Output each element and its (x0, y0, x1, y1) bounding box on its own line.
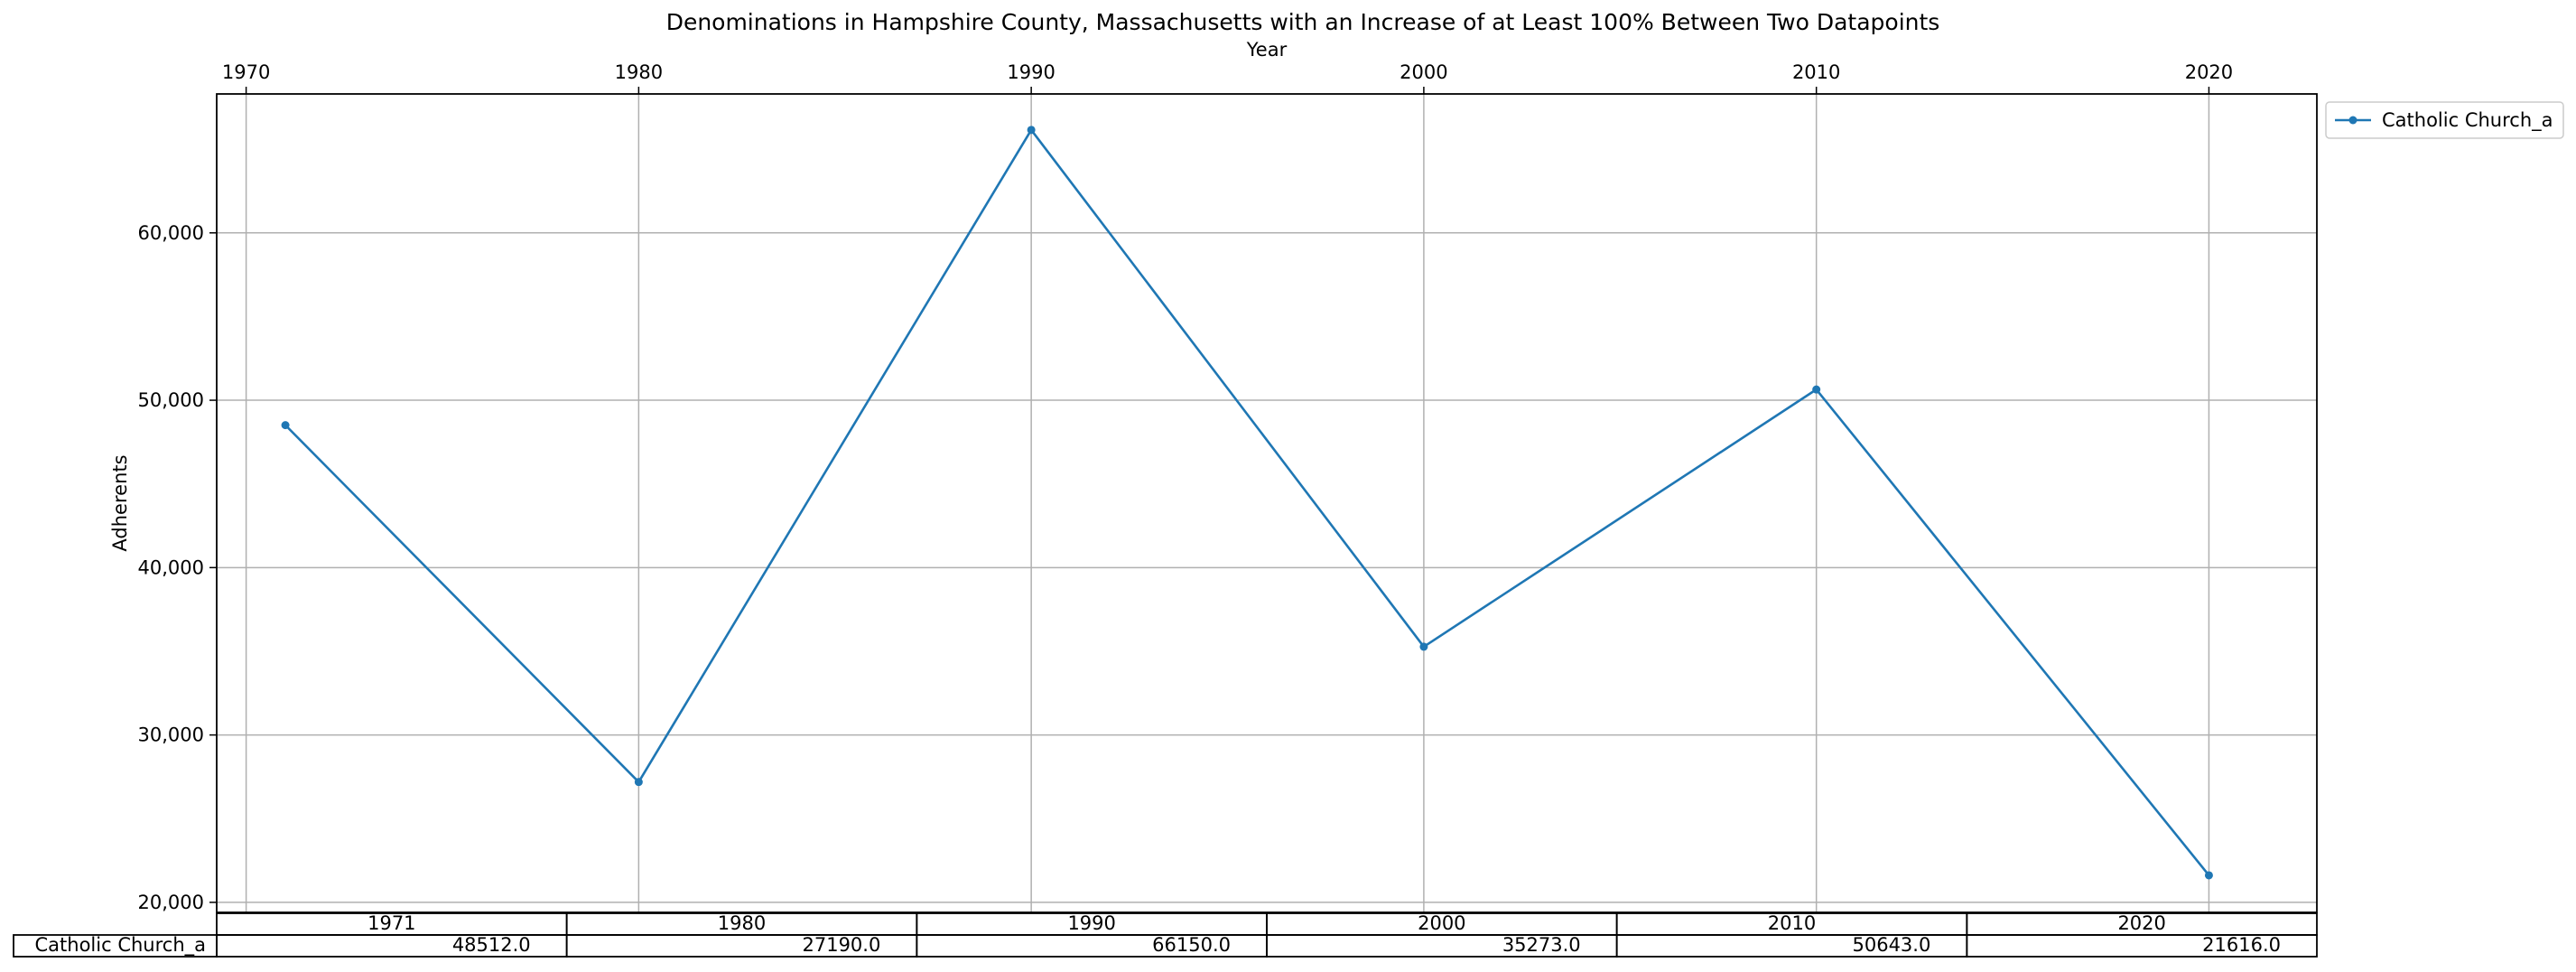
chart-title: Denominations in Hampshire County, Massa… (666, 9, 1940, 35)
legend-marker (2348, 116, 2357, 125)
table-column-header: 2000 (1418, 912, 1465, 934)
x-tick-label: 1970 (222, 61, 270, 83)
table-column-header: 2020 (2117, 912, 2165, 934)
table-cell-value: 21616.0 (2202, 934, 2281, 956)
table-cell-value: 27190.0 (802, 934, 880, 956)
table-cell (1966, 934, 2318, 958)
x-axis-title: Year (1246, 39, 1288, 61)
y-tick-label: 50,000 (138, 389, 204, 411)
series-line (284, 128, 2210, 876)
series-layer (281, 126, 2213, 880)
x-tick-label: 1990 (1007, 61, 1055, 83)
data-table: 1971 1980 1990 2000 2010 2020 Catholic Church_… (13, 912, 2318, 958)
legend: Catholic Church_a (2325, 101, 2564, 139)
legend-label: Catholic Church_a (2382, 109, 2553, 132)
data-point (1419, 642, 1428, 651)
data-point (634, 778, 643, 787)
grid (217, 94, 2317, 912)
table-row-label: Catholic Church_a (35, 934, 207, 957)
data-point (2204, 871, 2213, 880)
data-point (1812, 385, 1821, 394)
x-tick-label: 2000 (1400, 61, 1447, 83)
data-point (1027, 126, 1036, 135)
y-axis-title: Adherents (109, 454, 131, 551)
y-tick-label: 30,000 (138, 724, 204, 746)
table-cell-value: 48512.0 (452, 934, 531, 956)
y-tick-label: 60,000 (138, 222, 204, 244)
data-point (281, 421, 290, 430)
y-tick-label: 40,000 (138, 556, 204, 578)
table-cell-value: 35273.0 (1502, 934, 1581, 956)
table-cell-value: 50643.0 (1852, 934, 1930, 956)
legend-box (2325, 101, 2564, 139)
y-axis-ticks: 20,000 30,000 40,000 50,000 60,000 (138, 222, 217, 913)
table-cell-value: 66150.0 (1152, 934, 1231, 956)
table-column-header: 1971 (367, 912, 415, 934)
table-column-header: 2010 (1768, 912, 1816, 934)
x-axis-ticks: 1970 1980 1990 2000 2010 2020 (222, 61, 2233, 94)
x-tick-label: 1980 (615, 61, 663, 83)
table-column-header: 1980 (718, 912, 766, 934)
y-tick-label: 20,000 (138, 892, 204, 913)
plot-frame (216, 93, 2318, 913)
table-column-header: 1990 (1067, 912, 1115, 934)
x-tick-label: 2010 (1792, 61, 1840, 83)
x-tick-label: 2020 (2185, 61, 2233, 83)
